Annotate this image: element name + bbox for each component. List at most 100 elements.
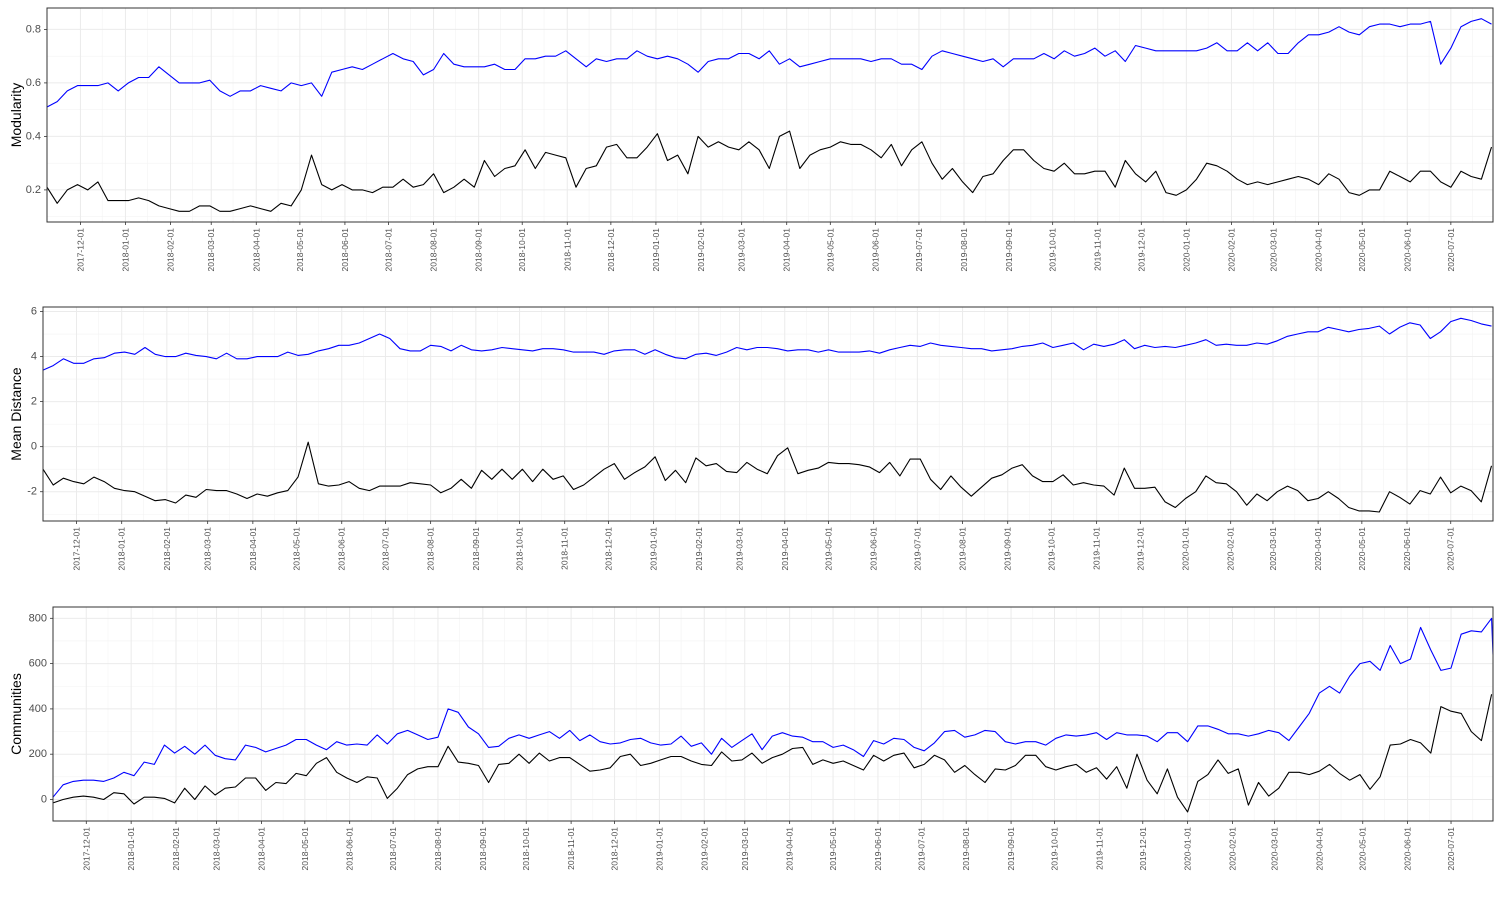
x-tick-label: 2019-10-01 <box>1048 228 1058 272</box>
y-tick-label: 600 <box>29 658 47 670</box>
x-tick-label: 2020-01-01 <box>1181 527 1191 571</box>
y-tick-label: 0.6 <box>26 77 41 89</box>
x-tick-label: 2020-07-01 <box>1446 827 1456 871</box>
x-tick-label: 2018-10-01 <box>517 228 527 272</box>
x-tick-label: 2019-08-01 <box>959 228 969 272</box>
x-tick-label: 2018-06-01 <box>345 827 355 871</box>
x-tick-label: 2019-09-01 <box>1006 827 1016 871</box>
communities-panel: Communities 2017-12-01 2018-01-01 2018-02-… <box>8 606 1494 871</box>
x-tick-label: 2019-07-01 <box>916 827 926 871</box>
x-tick-label: 2019-02-01 <box>699 827 709 871</box>
x-tick-label: 2019-01-01 <box>649 527 659 571</box>
x-tick-label: 2018-03-01 <box>206 228 216 272</box>
plot-background <box>43 307 1493 521</box>
x-tick-label: 2019-11-01 <box>1092 527 1102 570</box>
x-tick-label: 2020-05-01 <box>1357 228 1367 272</box>
series-line-blue <box>52 617 1494 798</box>
x-tick-label: 2018-11-01 <box>560 527 570 570</box>
x-tick-label: 2020-07-01 <box>1446 228 1456 272</box>
x-tick-label: 2019-04-01 <box>782 228 792 272</box>
y-tick-label: 0.2 <box>26 184 41 196</box>
x-tick-label: 2018-12-01 <box>603 527 613 571</box>
x-tick-label: 2019-03-01 <box>740 827 750 871</box>
mean-distance-panel: Mean Distance 2017-12-01 2018-01-01 2018-0… <box>8 306 1494 571</box>
x-tick-label: 2019-10-01 <box>1046 527 1056 571</box>
x-tick-label: 2018-01-01 <box>120 228 130 272</box>
x-tick-label: 2018-01-01 <box>126 827 136 871</box>
x-tick-label: 2018-05-01 <box>292 527 302 571</box>
x-tick-label: 2019-10-01 <box>1049 827 1059 871</box>
series-line-blue <box>42 317 1492 371</box>
x-tick-label: 2019-06-01 <box>873 827 883 871</box>
x-tick-label: 2018-09-01 <box>471 527 481 571</box>
x-tick-label: 2020-04-01 <box>1314 228 1324 272</box>
x-tick-label: 2019-03-01 <box>735 527 745 571</box>
x-tick-label: 2019-12-01 <box>1138 827 1148 871</box>
y-axis-label: Communities <box>8 673 24 755</box>
x-tick-label: 2018-01-01 <box>117 527 127 571</box>
x-tick-label: 2017-12-01 <box>72 527 82 571</box>
x-tick-label: 2020-01-01 <box>1181 228 1191 272</box>
x-tick-label: 2019-11-01 <box>1093 228 1103 271</box>
x-tick-label: 2018-06-01 <box>337 527 347 571</box>
x-tick-label: 2018-09-01 <box>474 228 484 272</box>
y-tick-label: 0 <box>41 793 47 805</box>
plot-background <box>53 607 1493 821</box>
x-tick-label: 2019-07-01 <box>912 527 922 571</box>
modularity-panel: Modularity 2017-12-01 2018-01-01 2018-02-0… <box>8 7 1494 272</box>
x-tick-label: 2018-08-01 <box>426 527 436 571</box>
x-tick-label: 2019-12-01 <box>1135 527 1145 571</box>
x-tick-label: 2019-06-01 <box>870 228 880 272</box>
x-tick-label: 2018-05-01 <box>295 228 305 272</box>
x-tick-label: 2018-12-01 <box>606 228 616 272</box>
x-tick-label: 2018-04-01 <box>256 827 266 871</box>
x-tick-label: 2019-05-01 <box>825 228 835 272</box>
y-tick-label: 4 <box>31 351 37 363</box>
x-tick-label: 2019-01-01 <box>654 827 664 871</box>
x-tick-label: 2017-12-01 <box>81 827 91 871</box>
x-tick-label: 2020-05-01 <box>1357 527 1367 571</box>
x-tick-label: 2020-03-01 <box>1269 827 1279 871</box>
y-tick-label: 6 <box>31 306 37 318</box>
x-tick-label: 2018-02-01 <box>162 527 172 571</box>
y-tick-label: 0.4 <box>26 130 41 142</box>
x-tick-label: 2019-01-01 <box>651 228 661 272</box>
x-tick-label: 2018-09-01 <box>478 827 488 871</box>
y-tick-label: 0.8 <box>26 23 41 35</box>
x-tick-label: 2020-07-01 <box>1446 527 1456 571</box>
x-tick-label: 2018-07-01 <box>380 527 390 571</box>
y-axis-label: Mean Distance <box>8 367 24 461</box>
x-tick-label: 2019-06-01 <box>869 527 879 571</box>
x-tick-label: 2020-04-01 <box>1313 527 1323 571</box>
x-tick-label: 2018-08-01 <box>429 228 439 272</box>
y-tick-label: 200 <box>29 748 47 760</box>
panel-border <box>52 606 1494 822</box>
y-tick-label: 400 <box>29 703 47 715</box>
x-tick-label: 2018-10-01 <box>515 527 525 571</box>
x-tick-label: 2020-02-01 <box>1227 827 1237 871</box>
x-tick-label: 2018-12-01 <box>610 827 620 871</box>
x-tick-label: 2019-04-01 <box>785 827 795 871</box>
x-tick-label: 2020-05-01 <box>1358 827 1368 871</box>
x-tick-label: 2020-06-01 <box>1402 228 1412 272</box>
x-tick-label: 2019-08-01 <box>961 827 971 871</box>
x-tick-label: 2018-07-01 <box>384 228 394 272</box>
panel-border <box>46 7 1494 223</box>
x-tick-label: 2018-06-01 <box>340 228 350 272</box>
x-tick-label: 2020-06-01 <box>1402 527 1412 571</box>
x-tick-label: 2019-07-01 <box>914 228 924 272</box>
x-tick-label: 2018-11-01 <box>562 228 572 271</box>
x-tick-label: 2019-08-01 <box>958 527 968 571</box>
x-tick-label: 2018-07-01 <box>388 827 398 871</box>
x-tick-label: 2019-11-01 <box>1094 827 1104 870</box>
x-tick-label: 2020-01-01 <box>1183 827 1193 871</box>
x-tick-label: 2019-03-01 <box>737 228 747 272</box>
x-tick-label: 2019-02-01 <box>696 228 706 272</box>
x-tick-label: 2019-05-01 <box>823 527 833 571</box>
x-tick-label: 2018-10-01 <box>521 827 531 871</box>
x-tick-label: 2018-04-01 <box>248 527 258 571</box>
series-line-blue <box>46 18 1492 108</box>
x-tick-label: 2020-03-01 <box>1268 527 1278 571</box>
x-tick-label: 2019-09-01 <box>1003 527 1013 571</box>
